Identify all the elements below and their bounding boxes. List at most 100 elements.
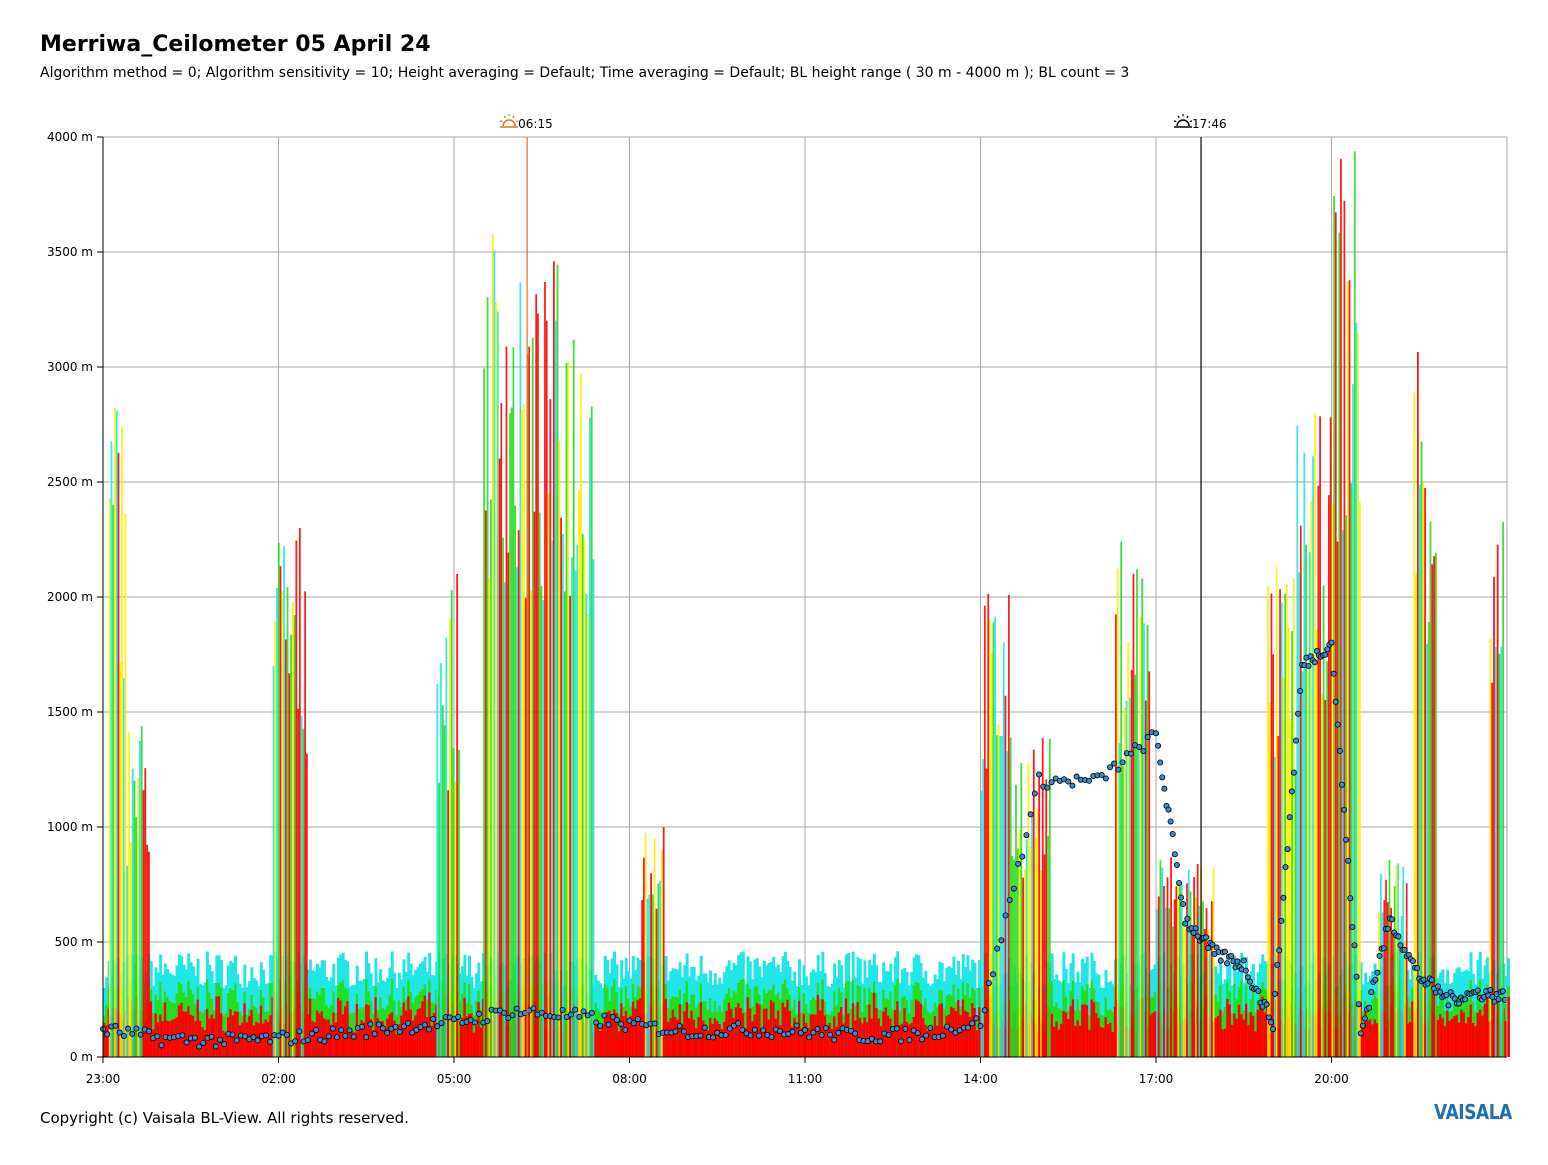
backscatter-band-red [353, 1032, 357, 1057]
bl-height-marker [609, 1013, 616, 1020]
backscatter-band-cyan [599, 983, 603, 1011]
bl-height-marker [806, 1034, 813, 1041]
backscatter-column [1170, 857, 1172, 1057]
backscatter-band-red [390, 1012, 394, 1057]
backscatter-band-cyan [203, 982, 207, 1010]
backscatter-band-cyan [872, 953, 876, 982]
backscatter-band-red [1216, 1015, 1220, 1057]
bl-height-marker [1015, 860, 1022, 867]
backscatter-band-cyan [325, 977, 329, 1005]
backscatter-band-cyan [393, 972, 397, 1001]
bl-height-marker [1295, 710, 1302, 717]
bl-height-marker [1107, 764, 1114, 771]
bl-height-marker [471, 1019, 478, 1026]
backscatter-band-red [971, 1002, 975, 1057]
bl-height-marker [1203, 934, 1210, 941]
backscatter-band-cyan [205, 951, 209, 979]
backscatter-band-red [917, 1001, 921, 1057]
bl-height-marker [1372, 976, 1379, 983]
backscatter-column [592, 559, 595, 1057]
backscatter-column [509, 413, 511, 1058]
backscatter-band-red [161, 1021, 165, 1057]
backscatter-column [1031, 815, 1033, 1057]
backscatter-column [443, 725, 446, 1057]
backscatter-column [1301, 671, 1304, 1057]
bl-height-marker [267, 1038, 274, 1045]
bl-height-marker [898, 1038, 905, 1045]
bl-height-marker [914, 1030, 921, 1037]
backscatter-band-red [428, 992, 432, 1057]
backscatter-column [1164, 907, 1167, 1057]
backscatter-band-cyan [1375, 971, 1379, 999]
backscatter-band-cyan [1263, 960, 1267, 989]
backscatter-band-red [1053, 1026, 1056, 1057]
bl-height-marker [1462, 996, 1469, 1003]
bl-height-marker [973, 1015, 980, 1022]
backscatter-band-red [397, 1024, 401, 1057]
backscatter-column [503, 582, 506, 1057]
backscatter-column [1002, 642, 1005, 1057]
backscatter-band-red [362, 1022, 366, 1057]
bl-height-marker [1345, 857, 1352, 864]
backscatter-column [290, 634, 292, 1057]
backscatter-band-red [746, 997, 750, 1057]
bl-height-marker [697, 1032, 704, 1039]
bl-height-marker [413, 1026, 420, 1033]
bl-height-marker [1424, 980, 1431, 987]
backscatter-band-red [1256, 1009, 1260, 1057]
backscatter-band-red [1111, 1031, 1115, 1057]
backscatter-column [115, 410, 118, 1057]
backscatter-column [567, 360, 570, 1058]
backscatter-column [436, 683, 439, 1057]
bl-height-marker [384, 1029, 391, 1036]
bl-height-marker [555, 1014, 562, 1021]
backscatter-band-cyan [837, 960, 841, 988]
backscatter-band-cyan [924, 970, 928, 999]
backscatter-column [1494, 646, 1497, 1057]
backscatter-column [587, 614, 589, 1057]
backscatter-column [1006, 751, 1009, 1057]
backscatter-band-red [383, 1029, 387, 1057]
backscatter-band-cyan [1088, 987, 1092, 1016]
backscatter-band-cyan [269, 955, 273, 983]
backscatter-band-red [322, 1018, 326, 1057]
backscatter-band-red [769, 1000, 773, 1057]
bl-height-marker [338, 1027, 345, 1034]
y-tick-label: 0 m [70, 1050, 93, 1064]
bl-height-marker [367, 1021, 374, 1028]
backscatter-band-red [372, 1029, 376, 1057]
bl-height-marker [1290, 769, 1297, 776]
bl-height-marker [158, 1042, 165, 1049]
backscatter-band-red [1467, 1016, 1471, 1057]
backscatter-column [1047, 835, 1049, 1057]
backscatter-band-red [198, 1020, 202, 1057]
backscatter-band-cyan [1408, 979, 1412, 1008]
bl-height-marker [747, 1032, 754, 1039]
backscatter-column [580, 373, 582, 1058]
backscatter-band-red [919, 1003, 923, 1057]
backscatter-band-cyan [709, 970, 712, 999]
bl-height-marker [1420, 976, 1427, 983]
backscatter-column [519, 282, 522, 1058]
backscatter-column [1340, 158, 1342, 1058]
backscatter-band-red [1221, 1029, 1225, 1057]
backscatter-column [1341, 530, 1344, 1057]
backscatter-band-red [973, 1007, 977, 1057]
backscatter-band-cyan [224, 985, 228, 1013]
backscatter-column [1275, 567, 1278, 1057]
bl-height-marker [1267, 1019, 1274, 1026]
backscatter-band-red [1081, 1004, 1085, 1057]
backscatter-column [1277, 735, 1280, 1057]
backscatter-column [1329, 417, 1332, 1057]
backscatter-column [1289, 720, 1292, 1057]
backscatter-band-cyan [187, 953, 191, 982]
backscatter-band-red [830, 1028, 834, 1057]
bl-height-marker [1157, 759, 1164, 766]
backscatter-column [1287, 627, 1290, 1057]
backscatter-band-cyan [477, 962, 481, 991]
backscatter-band-cyan [332, 963, 336, 992]
backscatter-column [655, 908, 658, 1057]
backscatter-column [990, 653, 993, 1057]
backscatter-band-cyan [622, 978, 626, 1007]
backscatter-band-cyan [1462, 971, 1466, 999]
